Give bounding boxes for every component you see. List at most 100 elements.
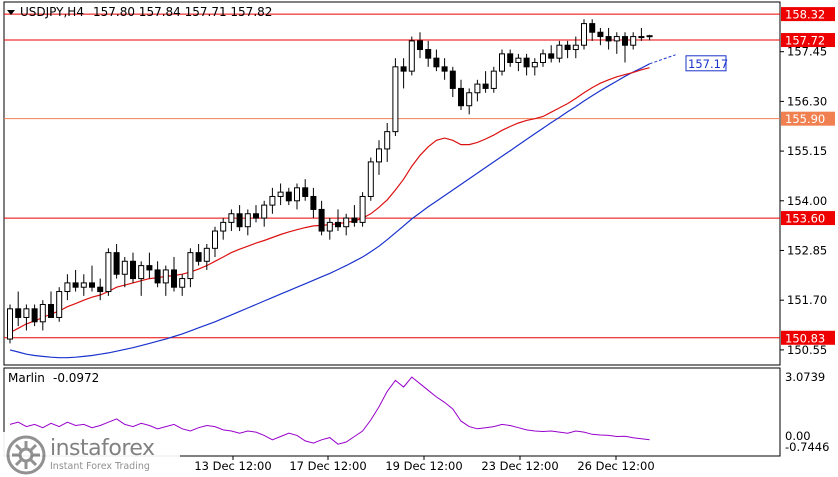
bear-candle-body — [564, 44, 571, 51]
candle — [97, 278, 104, 301]
bull-candle-body — [23, 308, 30, 318]
level-tag-bg-153.60 — [781, 211, 835, 226]
bear-candle-body — [400, 66, 407, 72]
x-tick-label: 23 Dec 12:00 — [481, 459, 558, 473]
bear-candle-body — [482, 83, 489, 89]
candle — [23, 304, 30, 331]
bull-candle-body — [384, 131, 391, 150]
bear-candle-body — [449, 70, 456, 89]
bear-candle-body — [605, 36, 612, 42]
marlin-oscillator-line — [9, 376, 650, 445]
candle — [408, 36, 415, 76]
candle — [113, 244, 120, 279]
bull-candle-body — [531, 62, 538, 68]
candle — [351, 205, 358, 227]
candle — [613, 32, 620, 54]
candle — [48, 291, 54, 318]
candle — [277, 183, 284, 206]
bear-candle-body — [285, 191, 292, 202]
bull-candle-body — [613, 36, 620, 42]
candle — [294, 183, 300, 210]
bear-candle-body — [458, 87, 464, 107]
ohlc-label: 157.80 157.84 157.71 157.82 — [93, 5, 272, 19]
candle — [138, 261, 145, 296]
bull-candle-body — [220, 221, 227, 232]
candle — [392, 58, 399, 136]
bear-candle-body — [130, 260, 136, 280]
candle — [130, 252, 136, 283]
candle — [499, 49, 505, 76]
bull-candle-body — [212, 230, 218, 249]
bear-candle-body — [253, 213, 259, 219]
bull-candle-body — [367, 161, 374, 197]
candle — [105, 248, 112, 296]
instaforex-logo-icon — [6, 435, 46, 474]
candle — [572, 36, 579, 59]
candle — [244, 209, 251, 236]
bull-candle-body — [572, 44, 579, 51]
bull-candle-body — [56, 291, 63, 318]
candle — [171, 256, 177, 292]
level-tag-153.60: 153.60 — [785, 212, 825, 226]
candle — [335, 209, 341, 232]
candle — [72, 269, 79, 292]
bull-candle-body — [228, 213, 235, 223]
bull-candle-body — [179, 278, 186, 288]
level-tag-155.90: 155.90 — [785, 112, 825, 126]
candle — [359, 192, 366, 227]
candle — [441, 58, 448, 80]
candle — [384, 123, 391, 162]
bull-candle-body — [408, 40, 415, 72]
bull-candle-body — [39, 304, 46, 323]
bear-candle-body — [589, 23, 596, 33]
candle — [7, 304, 13, 344]
candle — [449, 66, 456, 98]
bull-candle-body — [515, 57, 522, 63]
bear-candle-body — [31, 308, 38, 323]
candle — [261, 200, 268, 227]
candle — [515, 53, 522, 72]
bear-candle-body — [89, 282, 95, 288]
level-tag-bg-158.32 — [781, 7, 835, 22]
candle — [253, 205, 259, 223]
bull-candle-body — [80, 282, 87, 288]
collapse-triangle-icon[interactable] — [7, 10, 15, 15]
time-axis: 13 Dec 12:00 17 Dec 12:00 19 Dec 12:00 23 D… — [194, 456, 655, 473]
candle — [540, 49, 546, 67]
bear-candle-body — [523, 57, 530, 68]
candle — [15, 291, 22, 327]
bear-candle-body — [310, 195, 317, 210]
candle — [376, 140, 382, 175]
bear-candle-body — [15, 308, 22, 318]
candle — [581, 19, 587, 50]
candle — [367, 157, 374, 201]
bull-candle-body — [261, 204, 268, 219]
bull-candle-body — [138, 265, 145, 280]
bull-candle-body — [466, 92, 473, 107]
candle — [162, 265, 169, 296]
symbol-label: USDJPY,H4 — [20, 5, 84, 19]
candle — [302, 179, 309, 201]
candle — [228, 209, 235, 232]
bear-candle-body — [154, 269, 161, 284]
bear-candle-body — [548, 53, 555, 59]
candle — [482, 71, 489, 93]
y-tick-label: 154.00 — [787, 194, 827, 208]
blue-moving-average — [9, 63, 650, 359]
x-tick-label: 17 Dec 12:00 — [289, 459, 366, 473]
bear-candle-body — [113, 252, 120, 275]
bear-candle-body — [97, 286, 104, 293]
candle — [146, 252, 153, 279]
bull-candle-body — [244, 213, 251, 228]
bear-candle-body — [622, 36, 628, 46]
level-tag-bg-155.90 — [781, 111, 835, 126]
candle — [203, 244, 210, 270]
bull-candle-body — [277, 191, 284, 197]
level-tags: 158.32 157.72 155.90 153.60 150.83 157.17 — [685, 7, 835, 345]
bear-candle-body — [236, 213, 243, 228]
candle — [605, 27, 612, 50]
candle — [326, 218, 333, 240]
candle — [474, 79, 481, 102]
price-axis: 157.45 156.30 155.15 154.00 152.85 151.70 150.… — [780, 45, 827, 357]
